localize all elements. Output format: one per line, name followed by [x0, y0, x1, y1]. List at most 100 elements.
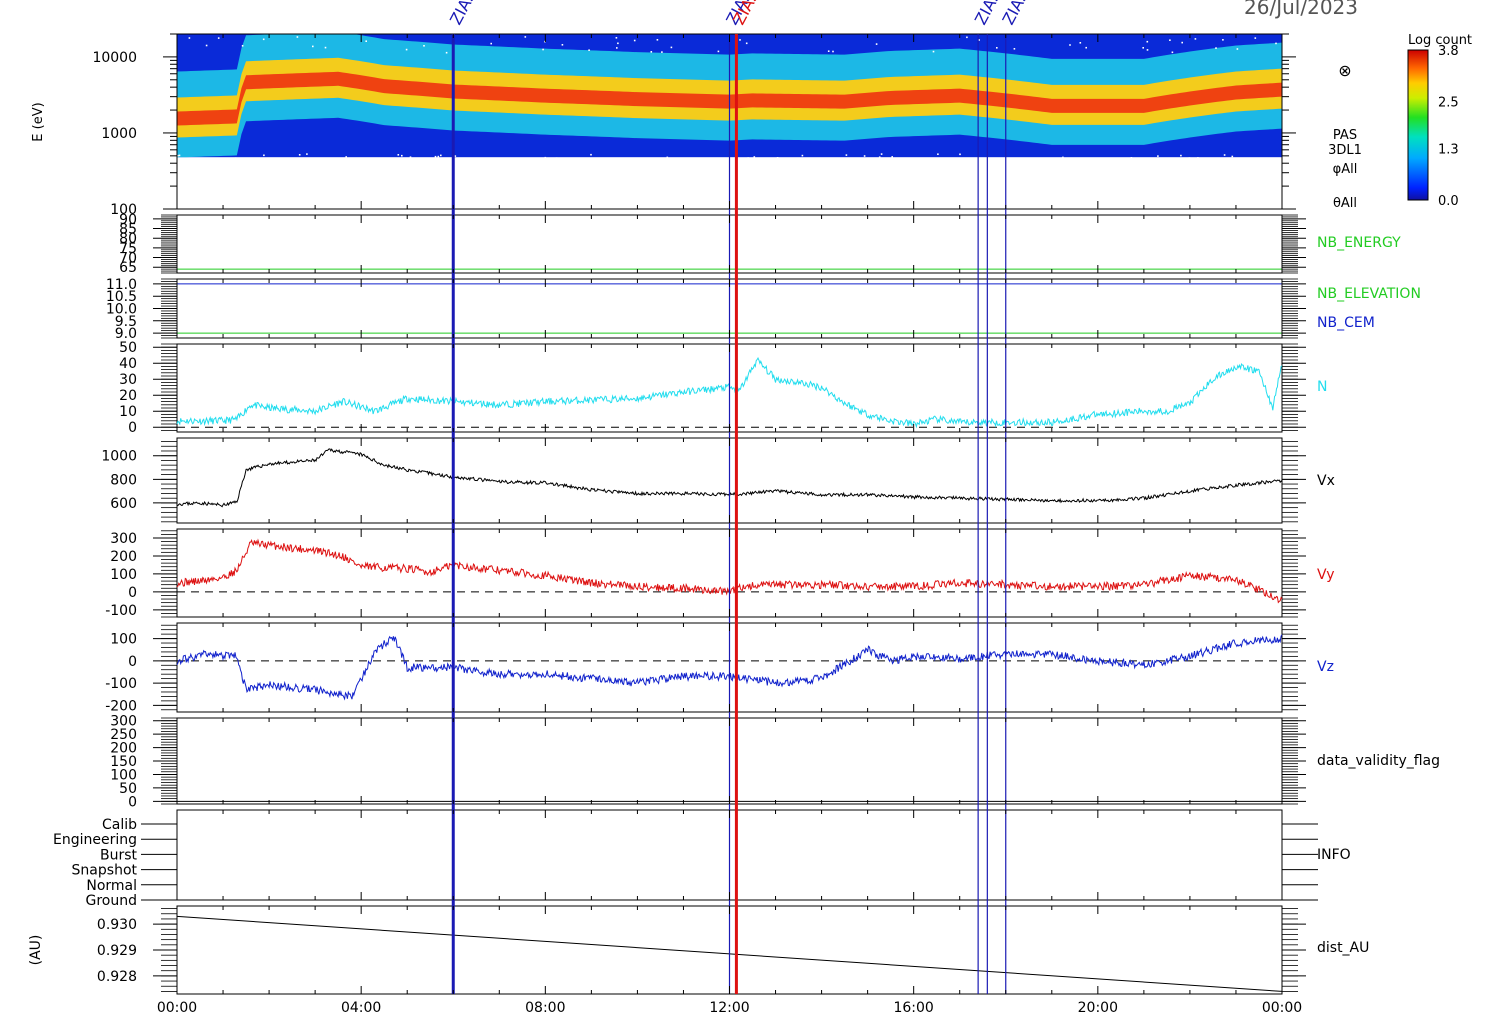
spectrogram-speckle — [1130, 157, 1133, 159]
spectrogram-speckle — [440, 154, 442, 157]
spectrogram-speckle — [312, 45, 314, 48]
panel-Vz: 100 0 -100 -200 Vz — [105, 622, 1334, 714]
spectrogram-speckle — [878, 156, 881, 158]
panel-tick-label: Burst — [100, 847, 138, 863]
spectrogram-speckle — [1069, 44, 1071, 46]
panel-tick-label: 600 — [110, 496, 137, 512]
panel-tick-label: 100 — [110, 567, 137, 583]
spectrogram-speckle — [1275, 42, 1277, 45]
panel-ylabel: (AU) — [28, 935, 44, 966]
panel-series-label: NB_CEM — [1317, 315, 1375, 331]
panel-tick-label: Normal — [86, 878, 137, 894]
colorbar-tick-0: 3.8 — [1438, 44, 1459, 59]
spectrogram-speckle — [644, 157, 646, 160]
spectrogram-speckle — [540, 157, 543, 160]
spectrogram-tick-label-100: 100 — [110, 202, 137, 218]
spectrogram-speckle — [661, 51, 663, 53]
spectrogram-speckle — [234, 157, 237, 159]
time-tick-label: 20:00 — [1078, 1000, 1118, 1016]
spectrogram-speckle — [996, 47, 998, 49]
panel-tick-label: 10.5 — [106, 289, 137, 305]
spectrogram-speckle — [1142, 47, 1144, 49]
spectrogram-speckle — [875, 43, 878, 45]
spectrogram-speckle — [1013, 48, 1016, 50]
spectrogram-speckle — [1215, 47, 1217, 49]
spectrogram-speckle — [1062, 156, 1064, 159]
spectrogram-tick-label-1000: 1000 — [101, 126, 137, 142]
panel-series-label: Vz — [1317, 659, 1334, 675]
panel-tick-label: 20 — [119, 388, 137, 404]
panel-tick-label: -100 — [105, 603, 137, 619]
panel-tick-label: 0.929 — [97, 943, 137, 959]
spectrogram-speckle — [263, 154, 265, 157]
panel-INFO: CalibEngineeringBurstSnapshotNormalGroun… — [53, 809, 1351, 909]
spectrogram-speckle — [431, 159, 433, 161]
spectrogram-symbol: ⊗ — [1338, 61, 1351, 80]
spectrogram-speckle — [659, 159, 662, 161]
spectrogram-speckle — [188, 37, 191, 39]
colorbar-title: Log count — [1408, 33, 1472, 48]
spectrogram-speckle — [1169, 39, 1171, 41]
event-lines — [451, 34, 1007, 994]
spectrogram-speckle — [832, 50, 834, 53]
spectrogram-speckle — [617, 42, 619, 45]
panel-series-label: NB_ENERGY — [1317, 235, 1401, 251]
panel-tick-label: Calib — [102, 817, 137, 833]
panel-tick-label: 800 — [110, 472, 137, 488]
spectrogram-label-pas: PAS — [1333, 128, 1357, 143]
panel-series-label: dist_AU — [1317, 940, 1369, 956]
colorbar-gradient — [1407, 49, 1429, 201]
event-label: ZIAS — [446, 0, 480, 28]
spectrogram-speckle — [880, 153, 883, 155]
time-tick-label: 00:00 — [1262, 1000, 1302, 1016]
spectrogram-speckle — [745, 42, 748, 45]
spectrogram-panel: 100 1000 10000 E (eV) ⊗ PAS 3DL1 φAll θAll — [31, 33, 1362, 218]
spectrogram-speckle — [292, 158, 294, 160]
panel-tick-label: 10.0 — [106, 302, 137, 318]
spectrogram-speckle — [792, 158, 795, 161]
panel-tick-label: Engineering — [53, 832, 137, 848]
spectrogram-speckle — [875, 158, 878, 161]
panel-tick-label: 150 — [110, 754, 137, 770]
panel-tick-label: 9.5 — [115, 314, 137, 330]
panel-series-label: INFO — [1317, 847, 1351, 863]
panel-tick-label: 85 — [119, 222, 137, 238]
spectrogram-speckle — [177, 154, 179, 157]
spectrogram-speckle — [1171, 51, 1174, 54]
spectrogram-speckle — [656, 39, 659, 41]
spectrogram-speckle — [815, 158, 817, 161]
colorbar-tick-1: 2.5 — [1438, 95, 1459, 110]
spectrogram-speckle — [1222, 39, 1224, 41]
spectrogram-speckle — [365, 40, 367, 42]
panel-Vx: 1000 800 600 Vx — [101, 437, 1335, 524]
spectrogram-speckle — [345, 156, 347, 158]
spectrogram-speckle — [1231, 155, 1234, 158]
panel-tick-label: 1000 — [101, 449, 137, 465]
spectrogram-speckle — [1197, 157, 1199, 159]
panel-tick-label: 50 — [119, 781, 137, 797]
spectrogram-speckle — [437, 155, 440, 158]
spectrogram-speckle — [992, 157, 995, 160]
spectrogram-speckle — [397, 154, 400, 156]
spectrogram-speckle — [863, 155, 866, 157]
panel-tick-label: 200 — [110, 549, 137, 565]
spectrogram-speckle — [841, 158, 843, 161]
spectrogram-speckle — [590, 153, 592, 156]
panel-tick-label: 100 — [110, 632, 137, 648]
spectrogram-speckle — [717, 50, 720, 53]
spectrogram-speckle — [241, 45, 244, 47]
spectrogram-speckle — [205, 44, 208, 47]
spectrogram-speckle — [1254, 37, 1257, 39]
panel-tick-label: -100 — [105, 676, 137, 692]
spectrogram-speckle — [891, 156, 893, 158]
panel-tick-label: 10 — [119, 404, 137, 420]
event-label: ZIAS — [971, 0, 1005, 28]
spectrogram-speckle — [932, 50, 935, 53]
spectrogram-speckle — [827, 50, 830, 52]
spectrogram-label-theta: θAll — [1333, 196, 1357, 211]
